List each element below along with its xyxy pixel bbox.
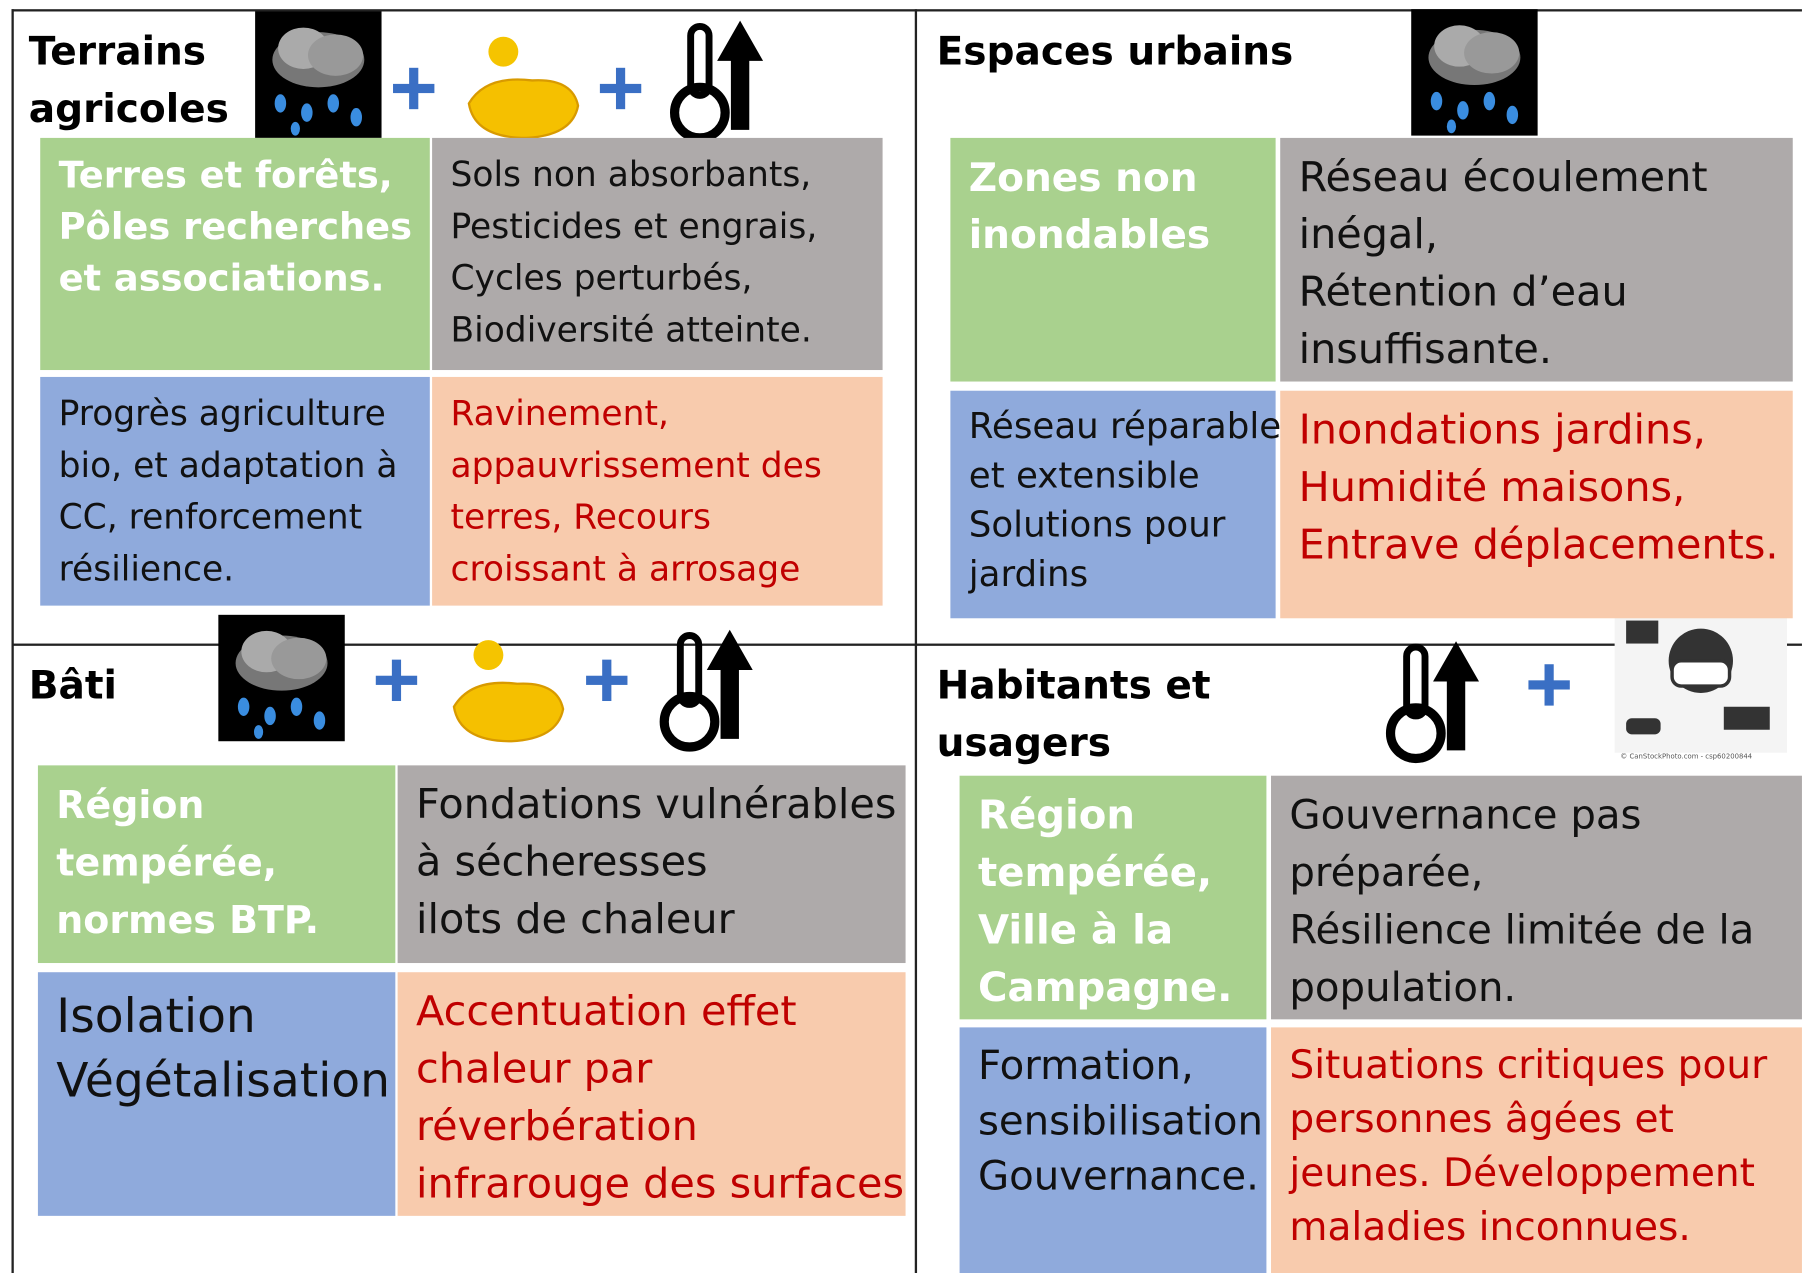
border	[11, 9, 1802, 12]
cell-line: infrarouge des surfaces	[416, 1160, 905, 1208]
cell-line: sensibilisation	[977, 1098, 1264, 1145]
quadrant-title: Terrains agricoles	[29, 23, 259, 138]
cell-line: Ville à la	[977, 907, 1174, 954]
cell-line: Solutions pour	[968, 504, 1226, 546]
cell-line: et associations.	[58, 256, 385, 300]
title-line: agricoles	[28, 86, 229, 133]
opportunities-cell: Formation, sensibilisation Gouvernance.	[959, 1027, 1267, 1273]
cell-line: tempérée,	[56, 840, 278, 885]
cell-line: Pesticides et engrais,	[450, 206, 818, 248]
cell-line: Réseau réparable	[968, 405, 1282, 448]
divider	[11, 643, 1802, 646]
cell-line: Région	[56, 782, 205, 828]
cell-line: résilience.	[58, 549, 235, 590]
cell-line: jardins	[968, 553, 1089, 596]
cell-line: jeunes. Développement	[1289, 1150, 1755, 1197]
cell-line: Ravinement,	[450, 394, 669, 435]
title-line: Terrains	[28, 28, 207, 75]
quadrant-title: Espaces urbains	[937, 23, 1397, 80]
threats-cell: Accentuation effet chaleur par réverbérati…	[397, 972, 906, 1216]
strengths-cell: Zones non inondables	[950, 137, 1276, 382]
cell-line: bio, et adaptation à	[58, 445, 398, 487]
weaknesses-cell: Réseau écoulement inégal, Rétention d’eau i…	[1280, 137, 1793, 382]
cell-line: personnes âgées et	[1289, 1096, 1674, 1143]
cell-line: population.	[1289, 965, 1517, 1012]
cell-line: Cycles perturbés,	[450, 258, 753, 299]
cell-line: inondables	[968, 212, 1211, 259]
strengths-cell: Région tempérée, normes BTP.	[37, 765, 396, 964]
title-line: Habitants et usagers	[936, 663, 1211, 767]
cell-line: croissant à arrosage	[450, 549, 801, 590]
image-credit: © CanStockPhoto.com - csp60200844	[1620, 752, 1753, 761]
cell-line: chaleur par	[416, 1045, 653, 1093]
cell-line: Rétention d’eau	[1298, 268, 1628, 317]
divider	[914, 9, 918, 1273]
cell-line: Zones non	[968, 155, 1198, 202]
cell-line: Sols non absorbants,	[450, 155, 812, 196]
weaknesses-cell: Sols non absorbants, Pesticides et engrai…	[432, 137, 883, 371]
cell-line: et extensible	[968, 455, 1200, 497]
weaknesses-cell: Gouvernance pas préparée, Résilience limit…	[1271, 775, 1802, 1020]
strengths-cell: Terres et forêts, Pôles recherches et asso…	[40, 137, 430, 371]
weaknesses-cell: Fondations vulnérables à sécheresses ilots…	[397, 765, 906, 964]
cell-line: insuffisante.	[1298, 326, 1553, 374]
cell-line: maladies inconnues.	[1289, 1204, 1691, 1251]
cell-line: CC, renforcement	[58, 497, 363, 538]
cell-line: appauvrissement des	[450, 445, 822, 487]
cell-line: préparée,	[1289, 850, 1484, 897]
cell-line: Entrave déplacements.	[1298, 521, 1779, 569]
threats-cell: Situations critiques pour personnes âgées…	[1271, 1027, 1802, 1273]
cell-line: Végétalisation	[56, 1052, 390, 1108]
opportunities-cell: Progrès agriculture bio, et adaptation à C…	[40, 376, 430, 606]
cell-line: tempérée,	[977, 850, 1213, 897]
cell-line: Progrès agriculture	[58, 394, 386, 435]
cell-line: Situations critiques pour	[1289, 1042, 1768, 1089]
cell-line: ilots de chaleur	[416, 896, 735, 944]
quadrant-title: Habitants et usagers	[937, 657, 1397, 772]
cell-line: Pôles recherches	[58, 204, 413, 249]
cell-line: Biodiversité atteinte.	[450, 310, 812, 351]
cell-line: Gouvernance pas	[1289, 792, 1642, 839]
cell-line: à sécheresses	[416, 838, 708, 887]
threats-cell: Inondations jardins, Humidité maisons, Ent…	[1280, 390, 1793, 619]
cell-line: normes BTP.	[56, 897, 320, 943]
threats-cell: Ravinement, appauvrissement des terres, Re…	[432, 376, 883, 606]
cell-line: inégal,	[1298, 211, 1439, 259]
border	[11, 9, 14, 1273]
cell-line: Gouvernance.	[977, 1153, 1259, 1200]
cell-line: Terres et forêts,	[58, 152, 393, 197]
cell-line: Campagne.	[977, 965, 1233, 1012]
cell-line: Fondations vulnérables	[416, 781, 897, 829]
cell-line: Inondations jardins,	[1298, 406, 1706, 454]
cell-line: Réseau écoulement	[1298, 153, 1708, 202]
quadrant-title: Bâti	[29, 657, 259, 714]
strengths-cell: Région tempérée, Ville à la Campagne.	[959, 775, 1267, 1020]
cell-line: Résilience limitée de la	[1289, 907, 1755, 954]
cell-line: réverbération	[416, 1103, 698, 1151]
cell-line: Humidité maisons,	[1298, 464, 1686, 512]
cell-line: Formation,	[977, 1043, 1194, 1090]
title-line: Bâti	[28, 663, 117, 710]
cell-line: Accentuation effet	[416, 988, 797, 1036]
cell-line: terres, Recours	[450, 497, 711, 538]
cell-line: Région	[977, 792, 1136, 839]
opportunities-cell: Isolation Végétalisation	[37, 972, 396, 1216]
opportunities-cell: Réseau réparable et extensible Solutions p…	[950, 390, 1282, 619]
title-line: Espaces urbains	[936, 28, 1294, 75]
cell-line: Isolation	[56, 988, 256, 1044]
